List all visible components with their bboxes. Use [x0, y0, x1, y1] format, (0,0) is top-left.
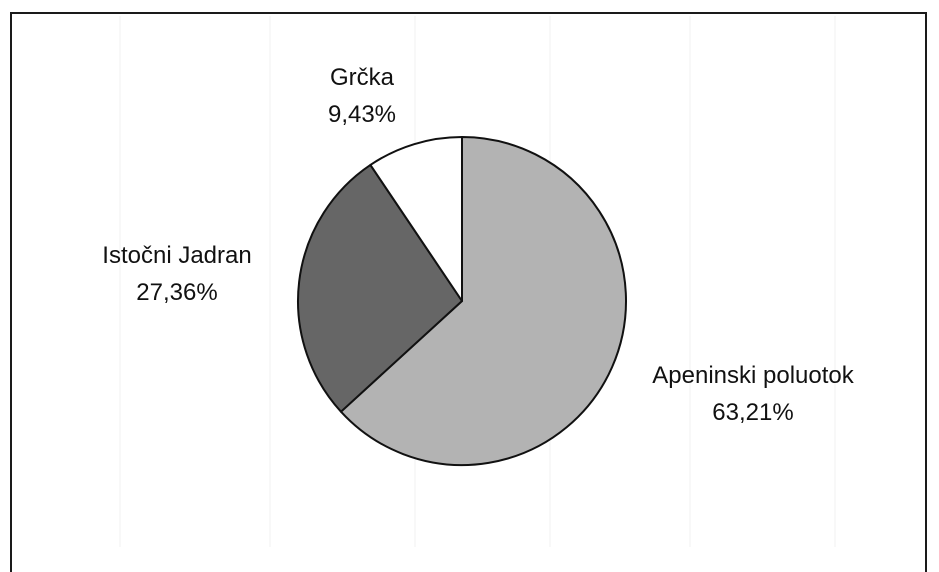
slice-label-value-1: 63,21% — [712, 399, 793, 426]
pie-slices — [297, 136, 627, 466]
pie-labels: Apeninski poluotok 63,21% Istočni Jadran 27… — [102, 64, 854, 426]
slice-label-name-3: Grčka — [330, 64, 395, 91]
slice-label-value-2: 27,36% — [136, 279, 217, 306]
pie-slice-3 — [369, 136, 463, 302]
pie-slice-1 — [339, 136, 627, 466]
slice-label-value-3: 9,43% — [328, 101, 396, 128]
pie-slice-2 — [297, 163, 463, 413]
slice-label-name-2: Istočni Jadran — [102, 242, 251, 269]
pie-chart: Apeninski poluotok 63,21% Istočni Jadran 27… — [102, 16, 855, 547]
slice-label-name-1: Apeninski poluotok — [652, 362, 854, 389]
